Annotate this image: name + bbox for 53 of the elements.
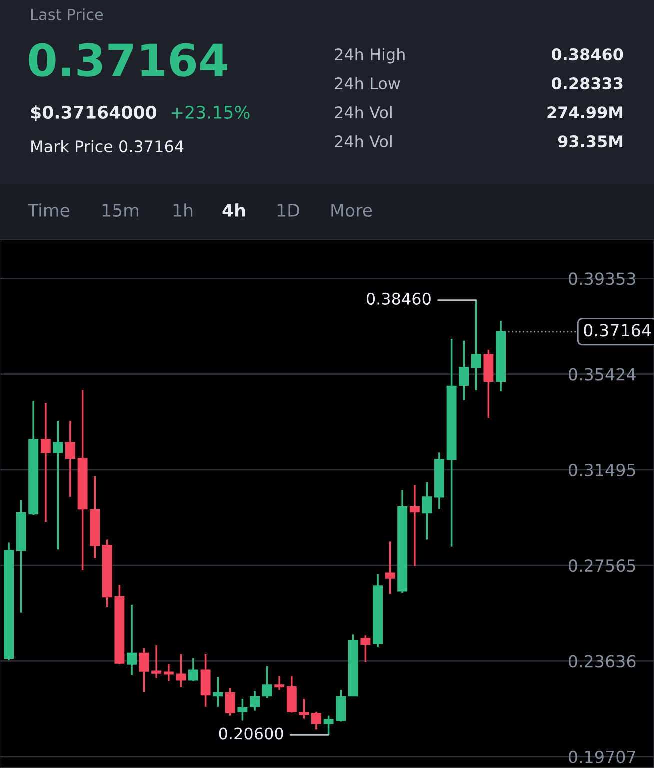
candlestick bbox=[238, 698, 248, 722]
text: Last Price bbox=[32, 8, 104, 20]
text: 1h bbox=[174, 204, 193, 217]
candlestick bbox=[176, 654, 186, 688]
text: 24h High bbox=[335, 48, 405, 64]
text: 4h bbox=[222, 204, 246, 217]
candlestick bbox=[312, 710, 322, 731]
text: 24h Vol bbox=[335, 106, 392, 119]
text: 0.28333 bbox=[552, 78, 623, 90]
text: 93.35M bbox=[558, 136, 623, 148]
text: 24h Low bbox=[335, 77, 400, 90]
y-tick-label: 0.23636 bbox=[568, 655, 636, 668]
y-tick-label: 0.39353 bbox=[568, 272, 636, 286]
candlestick bbox=[299, 698, 310, 720]
candlestick bbox=[471, 299, 482, 392]
text: 1D bbox=[278, 204, 300, 217]
candlestick bbox=[250, 690, 260, 712]
text: More bbox=[332, 204, 372, 218]
y-tick-label: 0.35424 bbox=[568, 368, 636, 381]
annotation: 0.38460 bbox=[366, 292, 431, 306]
annotation: 0.20600 bbox=[219, 728, 284, 740]
text: 0.38460 bbox=[552, 48, 624, 61]
candlestick bbox=[53, 420, 64, 551]
text: $0.37164000 bbox=[31, 106, 157, 122]
candlestick bbox=[188, 658, 198, 682]
candlestick bbox=[410, 484, 420, 568]
candlestick bbox=[336, 689, 346, 723]
candlestick bbox=[213, 676, 224, 708]
text: 274.99M bbox=[548, 106, 623, 119]
candlestick bbox=[139, 648, 150, 693]
candlestick bbox=[262, 665, 272, 699]
candlestick bbox=[385, 540, 396, 596]
candlestick bbox=[152, 644, 162, 680]
text: 0.37164 bbox=[29, 43, 228, 77]
text: Time bbox=[28, 204, 70, 218]
y-tick-label: 0.31495 bbox=[568, 464, 636, 476]
candlestick bbox=[360, 634, 371, 664]
candlestick bbox=[274, 675, 285, 691]
candlestick bbox=[459, 340, 470, 402]
text: 24h Vol bbox=[335, 135, 392, 148]
candlestick bbox=[40, 402, 51, 523]
candlestick bbox=[422, 481, 432, 541]
y-tick-label: 0.27565 bbox=[568, 560, 636, 572]
text: Mark Price 0.37164 bbox=[32, 140, 184, 153]
text: 15m bbox=[102, 204, 139, 218]
candlestick bbox=[127, 604, 137, 676]
text: +23.15% bbox=[172, 106, 250, 120]
candlestick bbox=[225, 687, 236, 717]
y-tick-label: 0.19707 bbox=[568, 750, 636, 764]
ref-line-label: 0.37164 bbox=[584, 324, 652, 337]
candlestick bbox=[164, 663, 174, 682]
candlestick bbox=[66, 420, 76, 498]
candlestick bbox=[324, 714, 334, 736]
